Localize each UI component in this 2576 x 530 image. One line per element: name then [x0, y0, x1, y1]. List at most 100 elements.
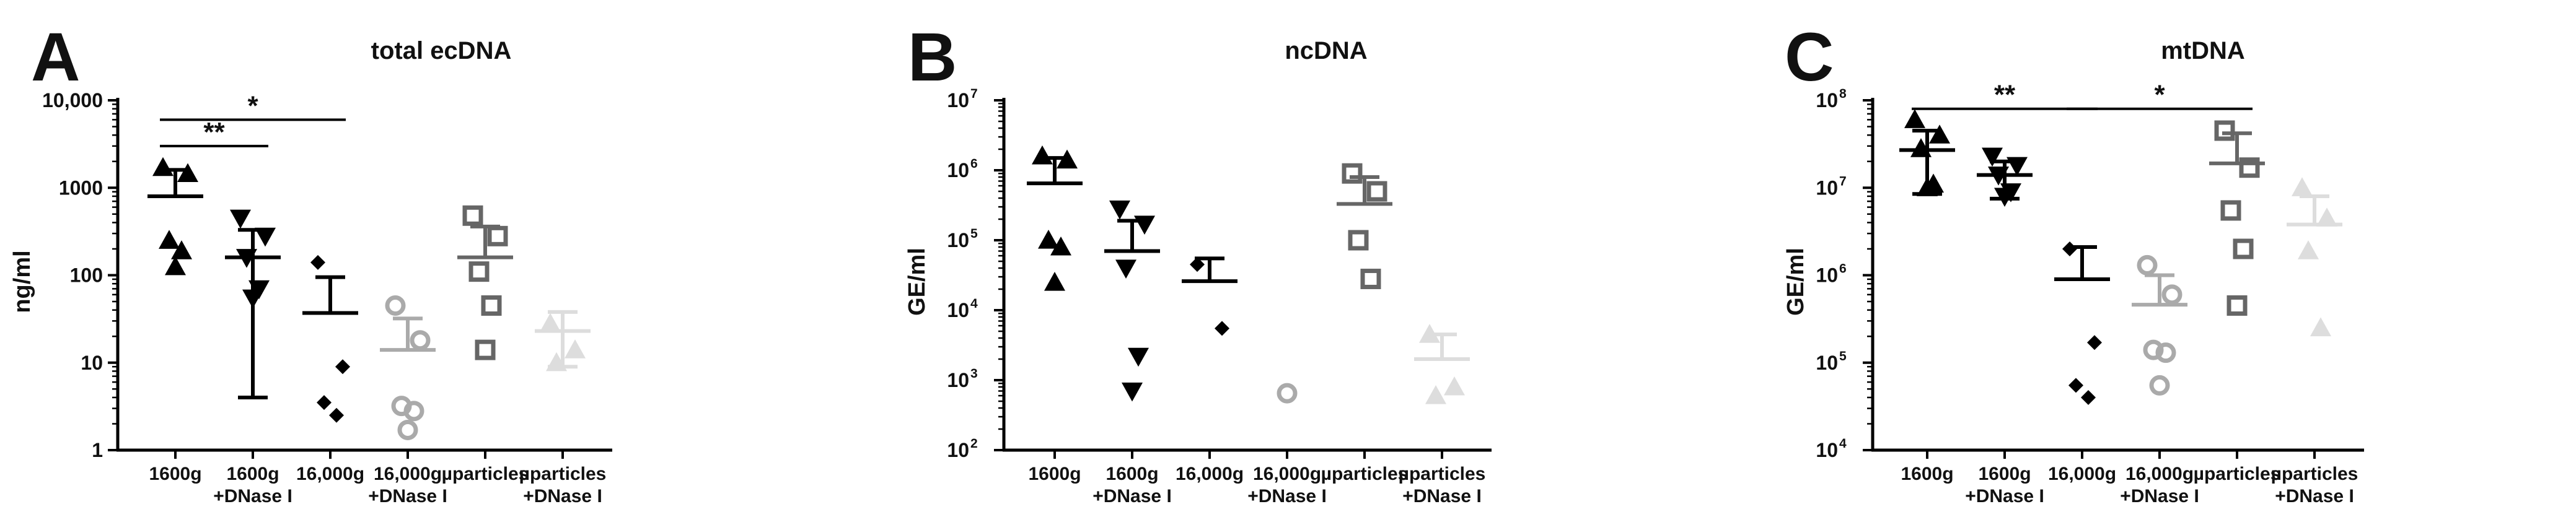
data-point [1425, 385, 1446, 404]
y-tick-label: 10 [1816, 439, 1838, 461]
y-tick-exponent: 7 [1839, 174, 1847, 188]
data-point [2137, 254, 2158, 276]
data-point [177, 163, 198, 183]
x-tick-label: 1600g [226, 464, 279, 484]
data-point [410, 330, 431, 351]
data-point [1128, 347, 1149, 367]
data-point [475, 339, 496, 360]
data-point [1050, 236, 1071, 256]
data-point [255, 227, 276, 247]
y-tick-exponent: 3 [970, 367, 978, 381]
data-point [2298, 240, 2319, 259]
x-tick-label: 1600g [149, 464, 201, 484]
data-point [159, 230, 180, 249]
data-point [2233, 238, 2254, 259]
y-tick-exponent: 6 [970, 157, 978, 171]
y-tick-label: 10 [947, 299, 969, 321]
data-point [1109, 200, 1130, 220]
y-tick-label: 10,000 [42, 89, 103, 111]
x-tick-label: +DNase I [1965, 486, 2044, 506]
x-tick-label: +DNase I [523, 486, 602, 506]
x-tick-label: 1600g [1978, 464, 2031, 484]
data-point [565, 339, 586, 358]
y-tick-label: 1000 [59, 176, 103, 199]
x-tick-label: +DNase I [1402, 486, 1482, 506]
x-tick-label: µparticles [519, 464, 607, 484]
x-tick-label: µparticles [2194, 464, 2281, 484]
data-point [171, 240, 192, 259]
data-point [481, 295, 502, 316]
data-point [540, 313, 561, 332]
x-tick-label: 16,000g [2125, 464, 2194, 484]
data-point [2214, 120, 2235, 141]
data-point [1038, 230, 1059, 249]
y-tick-exponent: 4 [1839, 437, 1847, 451]
data-point [2087, 335, 2102, 350]
x-tick-label: +DNase I [1092, 486, 1172, 506]
x-tick-label: µparticles [1321, 464, 1409, 484]
data-point [403, 401, 424, 422]
data-point [2227, 295, 2248, 316]
data-point [165, 256, 186, 276]
data-point [1348, 230, 1369, 251]
panel-a: A total ecDNA ng/ml 1 10 100 1000 10,000 1600… [9, 19, 612, 506]
data-point [487, 225, 508, 246]
x-tick-label: µparticles [1399, 464, 1486, 484]
data-point [2081, 389, 2096, 405]
data-point [1190, 257, 1205, 272]
data-point [1115, 259, 1136, 279]
panel-c-y-axis-label: GE/ml [1783, 248, 1809, 316]
panel-a-y-axis-label: ng/ml [9, 250, 35, 313]
data-point [2292, 177, 2313, 196]
y-tick-exponent: 7 [970, 87, 978, 101]
x-tick-label: 16,000g [296, 464, 364, 484]
data-point [462, 205, 483, 226]
x-tick-label: 16,000g [2048, 464, 2116, 484]
y-tick-label: 1 [92, 439, 103, 461]
significance-label: * [2154, 80, 2165, 110]
y-tick-label: 10 [81, 352, 103, 374]
data-point [1342, 163, 1363, 184]
panel-letter-b: B [908, 19, 957, 95]
y-tick-label: 10 [1816, 264, 1838, 287]
data-point [2149, 375, 2170, 396]
y-tick-label: 10 [947, 369, 969, 391]
data-point [2316, 207, 2337, 227]
y-tick-label: 10 [1816, 89, 1838, 111]
x-tick-label: +DNase I [2120, 486, 2199, 506]
significance-label: * [247, 90, 258, 121]
x-tick-label: 16,000g [1253, 464, 1321, 484]
data-point [2161, 284, 2183, 305]
x-tick-label: +DNase I [213, 486, 292, 506]
data-point [1982, 147, 2003, 167]
data-point [1366, 181, 1387, 202]
data-point [1122, 382, 1143, 402]
x-tick-label: 1600g [1901, 464, 1953, 484]
data-point [2155, 342, 2176, 363]
data-point [2068, 378, 2083, 393]
panel-a-title: total ecDNA [371, 37, 512, 64]
data-point [1444, 376, 1465, 396]
data-point [230, 209, 251, 229]
y-tick-label: 100 [70, 264, 103, 287]
data-point [2143, 339, 2164, 360]
data-point [1032, 145, 1053, 165]
y-tick-exponent: 5 [1839, 349, 1847, 363]
data-point [317, 395, 332, 411]
y-tick-label: 10 [947, 229, 969, 251]
y-tick-label: 10 [947, 439, 969, 461]
x-tick-label: +DNase I [368, 486, 447, 506]
data-point [397, 419, 418, 440]
x-tick-label: µparticles [2271, 464, 2358, 484]
data-point [310, 254, 325, 270]
panel-letter-a: A [31, 19, 80, 95]
x-tick-label: 16,000g [374, 464, 442, 484]
x-tick-label: µparticles [442, 464, 529, 484]
panel-letter-c: C [1785, 19, 1834, 95]
